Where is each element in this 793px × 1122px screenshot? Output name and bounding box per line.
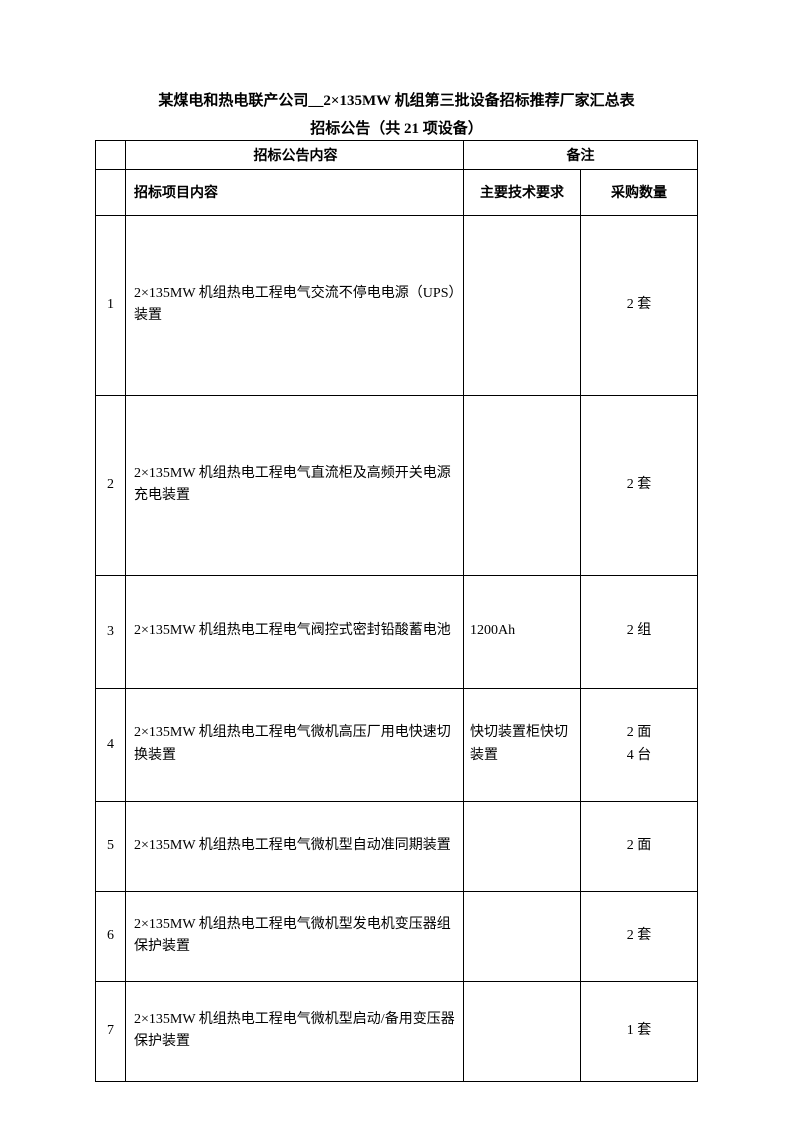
table-row: 2 2×135MW 机组热电工程电气直流柜及高频开关电源充电装置 2 套 xyxy=(96,395,698,575)
row-number: 5 xyxy=(96,801,126,891)
row-number: 6 xyxy=(96,891,126,981)
row-number: 1 xyxy=(96,215,126,395)
row-qty: 2 组 xyxy=(581,575,698,688)
row-qty: 2 面4 台 xyxy=(581,688,698,801)
table-row: 4 2×135MW 机组热电工程电气微机高压厂用电快速切换装置 快切装置柜快切装… xyxy=(96,688,698,801)
row-number: 3 xyxy=(96,575,126,688)
subheader-empty xyxy=(96,169,126,215)
table-header-row-2: 招标项目内容 主要技术要求 采购数量 xyxy=(96,169,698,215)
row-qty: 2 套 xyxy=(581,891,698,981)
row-tech: 1200Ah xyxy=(464,575,581,688)
row-tech: 快切装置柜快切装置 xyxy=(464,688,581,801)
header-remark: 备注 xyxy=(464,140,698,169)
row-tech xyxy=(464,891,581,981)
row-qty: 2 面 xyxy=(581,801,698,891)
row-content: 2×135MW 机组热电工程电气交流不停电电源（UPS）装置 xyxy=(126,215,464,395)
table-header-row-1: 招标公告内容 备注 xyxy=(96,140,698,169)
row-tech xyxy=(464,215,581,395)
document-subtitle: 招标公告（共 21 项设备） xyxy=(95,117,698,138)
bidding-table: 招标公告内容 备注 招标项目内容 主要技术要求 采购数量 1 2×135MW 机… xyxy=(95,140,698,1082)
row-content: 2×135MW 机组热电工程电气微机型启动/备用变压器保护装置 xyxy=(126,981,464,1081)
row-tech xyxy=(464,801,581,891)
row-number: 2 xyxy=(96,395,126,575)
row-tech xyxy=(464,981,581,1081)
header-empty xyxy=(96,140,126,169)
row-content: 2×135MW 机组热电工程电气微机型自动准同期装置 xyxy=(126,801,464,891)
subheader-qty: 采购数量 xyxy=(581,169,698,215)
row-content: 2×135MW 机组热电工程电气微机高压厂用电快速切换装置 xyxy=(126,688,464,801)
row-qty: 2 套 xyxy=(581,395,698,575)
row-qty: 2 套 xyxy=(581,215,698,395)
table-row: 6 2×135MW 机组热电工程电气微机型发电机变压器组保护装置 2 套 xyxy=(96,891,698,981)
row-qty: 1 套 xyxy=(581,981,698,1081)
row-content: 2×135MW 机组热电工程电气直流柜及高频开关电源充电装置 xyxy=(126,395,464,575)
row-tech xyxy=(464,395,581,575)
table-row: 3 2×135MW 机组热电工程电气阀控式密封铅酸蓄电池 1200Ah 2 组 xyxy=(96,575,698,688)
subheader-project: 招标项目内容 xyxy=(126,169,464,215)
document-title: 某煤电和热电联产公司__2×135MW 机组第三批设备招标推荐厂家汇总表 xyxy=(95,90,698,113)
subheader-tech: 主要技术要求 xyxy=(464,169,581,215)
table-row: 1 2×135MW 机组热电工程电气交流不停电电源（UPS）装置 2 套 xyxy=(96,215,698,395)
row-content: 2×135MW 机组热电工程电气微机型发电机变压器组保护装置 xyxy=(126,891,464,981)
table-row: 5 2×135MW 机组热电工程电气微机型自动准同期装置 2 面 xyxy=(96,801,698,891)
row-content: 2×135MW 机组热电工程电气阀控式密封铅酸蓄电池 xyxy=(126,575,464,688)
table-row: 7 2×135MW 机组热电工程电气微机型启动/备用变压器保护装置 1 套 xyxy=(96,981,698,1081)
header-content: 招标公告内容 xyxy=(126,140,464,169)
row-number: 4 xyxy=(96,688,126,801)
row-number: 7 xyxy=(96,981,126,1081)
